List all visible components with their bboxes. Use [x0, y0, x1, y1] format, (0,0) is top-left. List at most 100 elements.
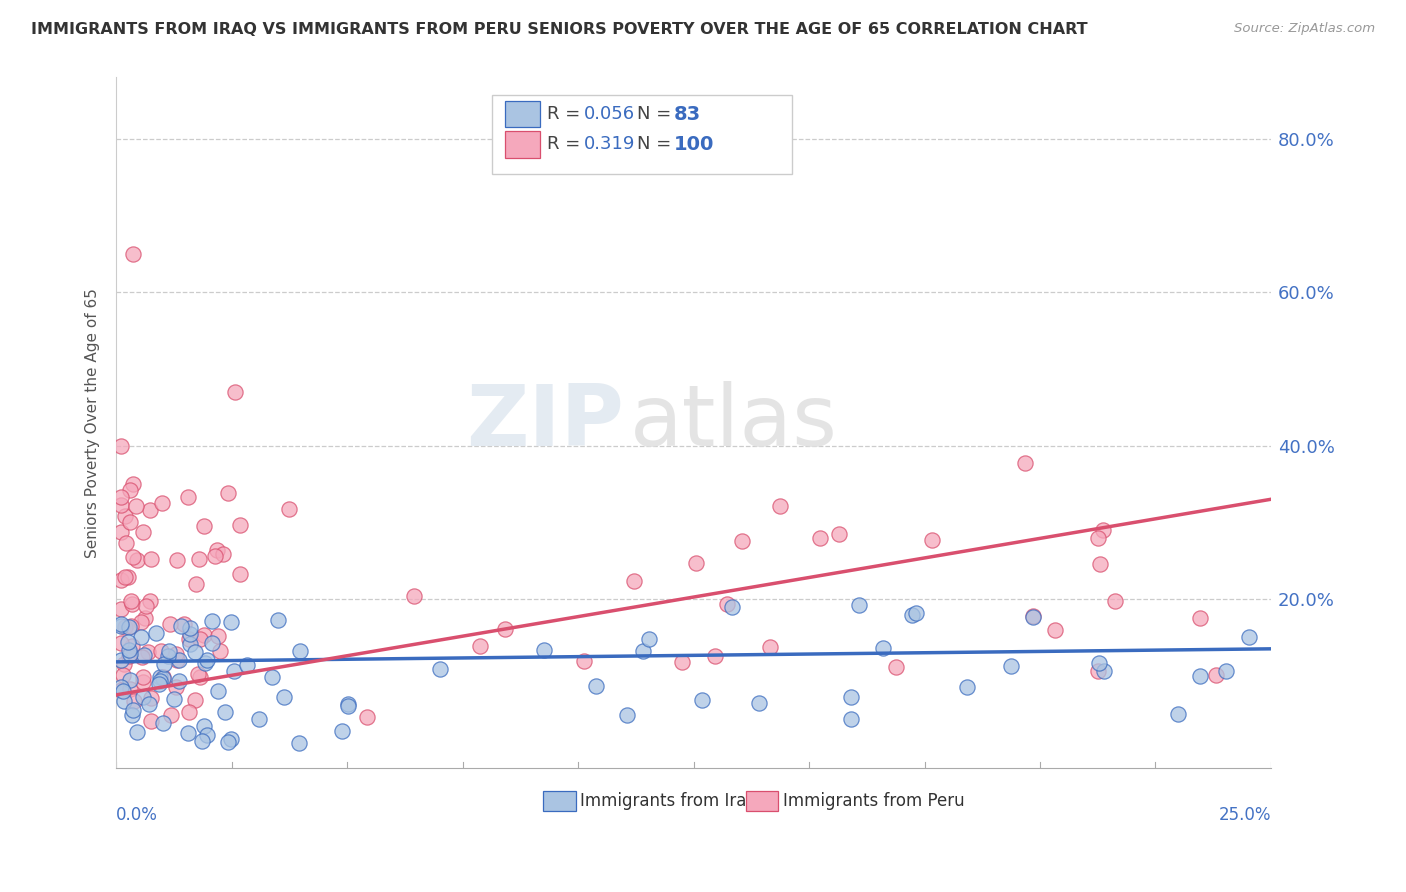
- Point: [1087, 664, 1109, 678]
- Point: [468, 639, 491, 653]
- Point: [886, 660, 908, 674]
- Text: IMMIGRANTS FROM IRAQ VS IMMIGRANTS FROM PERU SENIORS POVERTY OVER THE AGE OF 65 : IMMIGRANTS FROM IRAQ VS IMMIGRANTS FROM …: [31, 22, 1088, 37]
- Point: [139, 690, 162, 705]
- Point: [112, 694, 135, 708]
- Point: [638, 632, 661, 647]
- Text: Source: ZipAtlas.com: Source: ZipAtlas.com: [1234, 22, 1375, 36]
- Point: [336, 697, 359, 711]
- Point: [1237, 630, 1260, 644]
- Text: R =: R =: [547, 105, 581, 123]
- Point: [236, 658, 259, 673]
- Point: [125, 500, 148, 514]
- Point: [1189, 669, 1212, 683]
- Point: [494, 623, 516, 637]
- Text: Immigrants from Peru: Immigrants from Peru: [783, 792, 965, 810]
- Point: [195, 653, 218, 667]
- Point: [110, 682, 132, 697]
- Point: [150, 495, 173, 509]
- Point: [132, 648, 155, 662]
- Point: [118, 642, 141, 657]
- Point: [152, 716, 174, 731]
- Point: [176, 726, 198, 740]
- Point: [120, 594, 142, 608]
- Point: [125, 725, 148, 739]
- Point: [187, 666, 209, 681]
- Point: [129, 615, 152, 629]
- Point: [956, 681, 979, 695]
- Point: [145, 626, 167, 640]
- Point: [572, 654, 595, 668]
- Text: atlas: atlas: [630, 381, 838, 464]
- Point: [287, 736, 309, 750]
- Point: [273, 690, 295, 705]
- Point: [159, 708, 181, 723]
- Point: [120, 682, 142, 697]
- Point: [288, 643, 311, 657]
- Point: [120, 673, 142, 687]
- Point: [127, 552, 149, 566]
- Point: [157, 648, 180, 663]
- Point: [402, 589, 425, 603]
- Point: [166, 553, 188, 567]
- Point: [1014, 456, 1036, 470]
- Point: [114, 569, 136, 583]
- Point: [1087, 531, 1109, 545]
- Point: [139, 594, 162, 608]
- Point: [1104, 593, 1126, 607]
- Point: [183, 645, 205, 659]
- Point: [120, 483, 142, 497]
- Point: [533, 643, 555, 657]
- Point: [671, 655, 693, 669]
- Point: [165, 648, 187, 662]
- Point: [201, 614, 224, 628]
- Text: Immigrants from Iraq: Immigrants from Iraq: [581, 792, 758, 810]
- Point: [193, 627, 215, 641]
- Point: [1043, 623, 1066, 637]
- Point: [1167, 706, 1189, 721]
- Point: [631, 643, 654, 657]
- Point: [149, 674, 172, 689]
- Point: [207, 683, 229, 698]
- Point: [110, 619, 132, 633]
- Point: [170, 619, 193, 633]
- Point: [748, 696, 770, 710]
- Point: [114, 620, 136, 634]
- Point: [141, 552, 163, 566]
- Text: 0.0%: 0.0%: [117, 805, 157, 823]
- Point: [905, 607, 928, 621]
- Point: [207, 543, 229, 558]
- Point: [1189, 611, 1212, 625]
- Point: [165, 680, 187, 694]
- Point: [121, 640, 143, 654]
- Point: [115, 535, 138, 549]
- FancyBboxPatch shape: [745, 791, 778, 811]
- Point: [1000, 659, 1022, 673]
- FancyBboxPatch shape: [492, 95, 792, 174]
- Point: [229, 566, 252, 581]
- Point: [110, 439, 132, 453]
- Point: [191, 734, 214, 748]
- Point: [122, 694, 145, 708]
- Text: 83: 83: [673, 104, 702, 123]
- Text: ZIP: ZIP: [467, 381, 624, 464]
- Point: [163, 691, 186, 706]
- Point: [179, 637, 201, 651]
- Point: [195, 728, 218, 742]
- Text: R =: R =: [547, 136, 581, 153]
- Point: [808, 531, 831, 545]
- Point: [229, 518, 252, 533]
- FancyBboxPatch shape: [505, 101, 540, 128]
- Point: [120, 515, 142, 529]
- Point: [177, 490, 200, 504]
- Point: [201, 636, 224, 650]
- Point: [336, 699, 359, 714]
- Point: [122, 477, 145, 491]
- Point: [828, 526, 851, 541]
- Point: [152, 671, 174, 685]
- Point: [167, 673, 190, 688]
- Text: 0.056: 0.056: [583, 105, 636, 123]
- Point: [110, 498, 132, 512]
- Point: [117, 570, 139, 584]
- Point: [112, 683, 135, 698]
- Point: [1022, 610, 1045, 624]
